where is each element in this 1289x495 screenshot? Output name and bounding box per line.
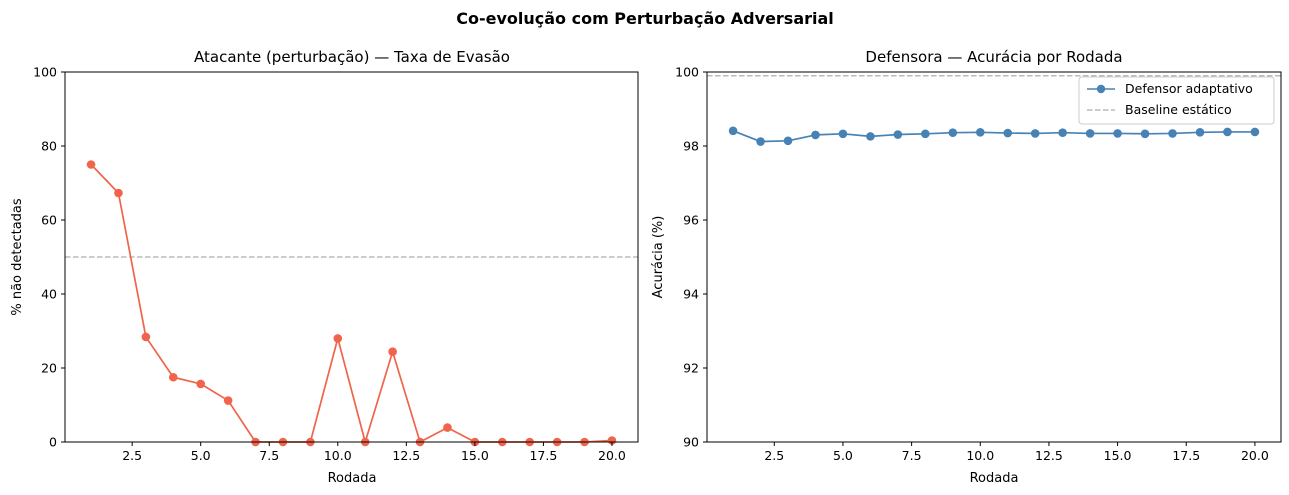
- y-tick-label: 0: [49, 435, 57, 450]
- y-tick-label: 80: [41, 139, 57, 154]
- y-tick-label: 94: [683, 287, 699, 302]
- data-point: [1085, 129, 1095, 138]
- data-point: [1250, 127, 1260, 137]
- panel-title: Atacante (perturbação) — Taxa de Evasão: [194, 48, 510, 66]
- data-point: [756, 137, 765, 146]
- y-axis-label: Acurácia (%): [651, 216, 666, 299]
- legend-marker-adaptive: [1096, 84, 1106, 94]
- data-point: [443, 423, 452, 432]
- figure-suptitle: Co-evolução com Perturbação Adversarial: [456, 9, 834, 28]
- data-point: [1168, 129, 1177, 138]
- panel-attacker-evasion: Atacante (perturbação) — Taxa de Evasão …: [10, 48, 639, 486]
- data-point: [1140, 129, 1150, 139]
- plot-frame: [64, 71, 639, 443]
- x-axis-label: Rodada: [328, 471, 377, 486]
- legend-label-adaptive: Defensor adaptativo: [1125, 81, 1253, 96]
- data-point: [783, 136, 793, 146]
- y-tick-label: 100: [675, 65, 699, 80]
- y-tick-label: 98: [683, 139, 699, 154]
- data-point: [1195, 128, 1205, 137]
- data-point: [866, 132, 875, 141]
- x-tick-label: 5.0: [191, 448, 211, 463]
- x-tick-label: 10.0: [324, 448, 352, 463]
- data-point: [1223, 127, 1232, 137]
- data-point: [1003, 128, 1013, 138]
- data-point: [196, 379, 206, 389]
- x-tick-label: 12.5: [392, 448, 420, 463]
- x-tick-label: 17.5: [529, 448, 557, 463]
- data-point: [975, 128, 985, 137]
- data-point: [838, 129, 848, 139]
- x-tick-label: 2.5: [122, 448, 142, 463]
- x-tick-label: 2.5: [764, 448, 784, 463]
- series-line: [732, 130, 1255, 143]
- data-point: [168, 372, 178, 382]
- data-point: [388, 347, 397, 357]
- data-point: [893, 130, 903, 139]
- panel-defender-accuracy: Defensora — Acurácia por Rodada Rodada A…: [651, 48, 1282, 486]
- data-point: [141, 332, 151, 342]
- y-axis-label: % não detectadas: [10, 198, 25, 316]
- y-tick-label: 40: [41, 287, 57, 302]
- data-point: [811, 130, 820, 140]
- y-tick-label: 60: [41, 213, 57, 228]
- y-tick-label: 20: [41, 361, 57, 376]
- x-tick-label: 12.5: [1035, 448, 1063, 463]
- data-point: [1113, 129, 1122, 138]
- data-point: [114, 188, 123, 198]
- data-point: [948, 128, 958, 137]
- y-tick-label: 96: [683, 213, 699, 228]
- x-tick-label: 20.0: [1241, 448, 1269, 463]
- data-point: [1030, 129, 1040, 138]
- panel-title: Defensora — Acurácia por Rodada: [865, 48, 1122, 66]
- data-point: [333, 334, 343, 343]
- x-tick-label: 17.5: [1172, 448, 1200, 463]
- data-point: [607, 436, 617, 445]
- data-point: [223, 396, 233, 405]
- legend-label-baseline: Baseline estático: [1125, 102, 1232, 117]
- y-tick-label: 92: [683, 361, 699, 376]
- x-tick-label: 5.0: [833, 448, 853, 463]
- y-tick-label: 100: [33, 65, 57, 80]
- legend: Defensor adaptativo Baseline estático: [1078, 76, 1275, 125]
- x-tick-label: 10.0: [966, 448, 994, 463]
- x-tick-label: 15.0: [461, 448, 489, 463]
- data-point: [728, 126, 738, 136]
- data-point: [1058, 128, 1067, 137]
- legend-frame: [1078, 76, 1275, 125]
- y-tick-label: 90: [683, 435, 699, 450]
- data-point: [921, 129, 930, 139]
- data-point: [86, 160, 96, 169]
- x-tick-label: 7.5: [259, 448, 279, 463]
- x-tick-label: 20.0: [598, 448, 626, 463]
- x-tick-label: 15.0: [1104, 448, 1132, 463]
- x-tick-label: 7.5: [902, 448, 922, 463]
- x-axis-label: Rodada: [970, 471, 1019, 486]
- series-line: [90, 163, 612, 443]
- plot-frame: [706, 71, 1282, 443]
